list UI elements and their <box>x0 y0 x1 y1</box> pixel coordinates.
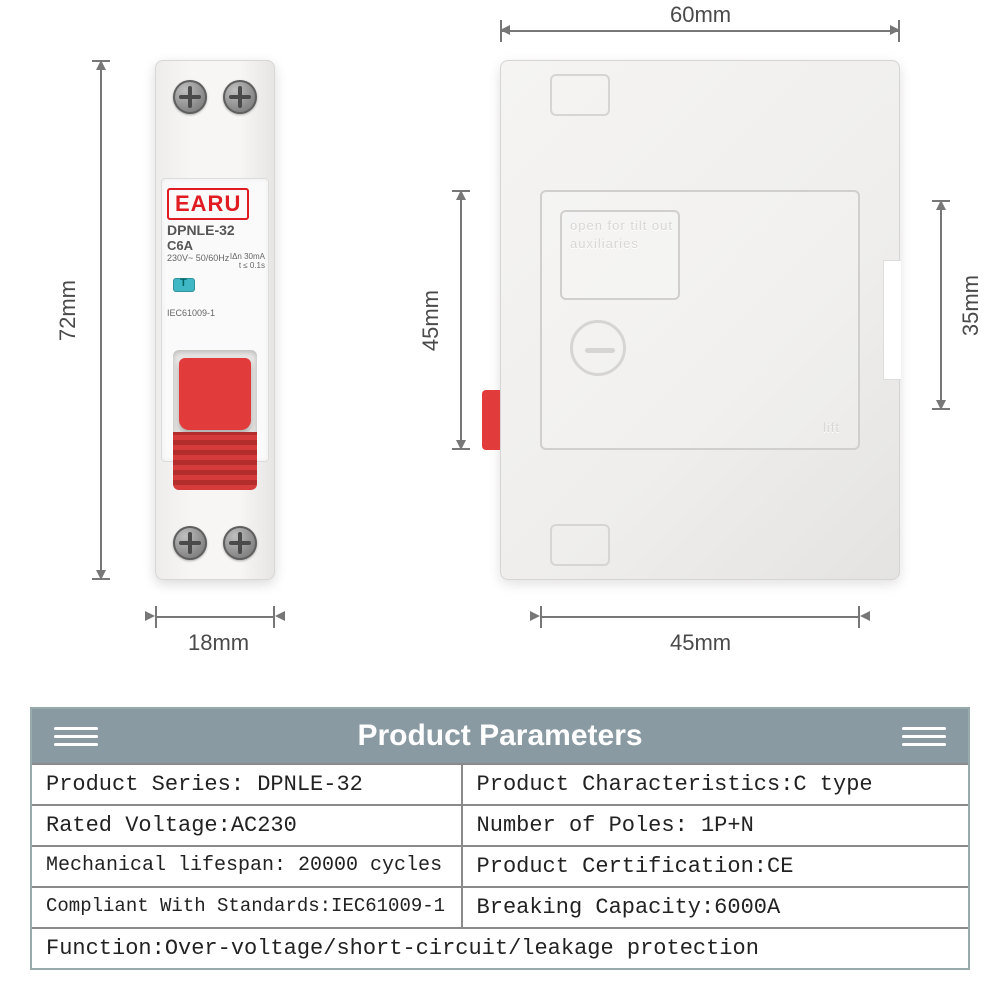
dim-side-left: 45mm <box>418 290 444 351</box>
param-cell: Number of Poles: 1P+N <box>463 806 968 845</box>
table-row: Product Series: DPNLE-32 Product Charact… <box>32 763 968 804</box>
dim-front-height: 72mm <box>55 280 81 341</box>
test-button-label: T <box>180 277 187 289</box>
dim-side-top: 60mm <box>670 2 731 28</box>
emboss-text: open for tilt out <box>570 218 673 233</box>
dim-front-width: 18mm <box>188 630 249 656</box>
dim-tick <box>540 606 542 628</box>
switch-well <box>173 350 257 490</box>
arrow-icon <box>275 611 285 621</box>
param-cell: Product Characteristics:C type <box>463 765 968 804</box>
dim-line <box>500 30 900 32</box>
terminal-outline <box>550 74 610 116</box>
voltage-label: 230V~ 50/60Hz <box>167 253 229 263</box>
dim-tick <box>155 606 157 628</box>
params-title: Product Parameters <box>357 719 642 753</box>
param-cell: Breaking Capacity:6000A <box>463 888 968 927</box>
dim-side-bottom: 45mm <box>670 630 731 656</box>
param-cell: Mechanical lifespan: 20000 cycles <box>32 847 463 886</box>
table-row: Function:Over-voltage/short-circuit/leak… <box>32 927 968 968</box>
params-header: Product Parameters <box>32 709 968 763</box>
hamburger-icon <box>902 722 946 751</box>
screw-icon <box>173 526 207 560</box>
switch-tab <box>482 390 500 450</box>
rating-label: C6A <box>167 238 193 253</box>
dim-line <box>940 200 942 410</box>
switch-ridges <box>173 432 257 490</box>
arrow-icon <box>96 570 106 580</box>
trip-spec: t ≤ 0.1s <box>230 262 265 271</box>
dial-emboss-icon <box>570 320 626 376</box>
screw-icon <box>223 526 257 560</box>
arrow-icon <box>96 60 106 70</box>
arrow-icon <box>530 611 540 621</box>
screw-icon <box>223 80 257 114</box>
arrow-icon <box>456 190 466 200</box>
arrow-icon <box>456 440 466 450</box>
dim-side-right: 35mm <box>958 275 984 336</box>
breaker-front-view: EARU DPNLE-32 C6A 230V~ 50/60Hz IΔn 30mA… <box>155 60 275 580</box>
spec-block: IΔn 30mA t ≤ 0.1s <box>230 253 265 271</box>
breaker-side-view: open for tilt out auxiliaries lift <box>500 60 900 580</box>
din-rail-notch <box>883 260 901 380</box>
arrow-icon <box>860 611 870 621</box>
arrow-icon <box>500 25 510 35</box>
table-row: Rated Voltage:AC230 Number of Poles: 1P+… <box>32 804 968 845</box>
switch-lever <box>179 358 251 430</box>
arrow-icon <box>890 25 900 35</box>
emboss-text: auxiliaries <box>570 236 639 251</box>
param-cell: Product Certification:CE <box>463 847 968 886</box>
param-cell: Compliant With Standards:IEC61009-1 <box>32 888 463 927</box>
table-row: Mechanical lifespan: 20000 cycles Produc… <box>32 845 968 886</box>
iec-label: IEC61009-1 <box>167 308 215 318</box>
table-row: Compliant With Standards:IEC61009-1 Brea… <box>32 886 968 927</box>
dim-line <box>155 616 275 618</box>
brand-label: EARU <box>167 188 249 220</box>
param-cell: Rated Voltage:AC230 <box>32 806 463 845</box>
test-button: T <box>173 278 195 292</box>
terminal-outline <box>550 524 610 566</box>
model-label: DPNLE-32 <box>167 222 235 238</box>
param-cell: Function:Over-voltage/short-circuit/leak… <box>32 929 968 968</box>
dim-line <box>460 190 462 450</box>
dim-line <box>100 60 102 580</box>
screw-icon <box>173 80 207 114</box>
arrow-icon <box>936 400 946 410</box>
params-table: Product Parameters Product Series: DPNLE… <box>30 707 970 970</box>
arrow-icon <box>936 200 946 210</box>
param-cell: Product Series: DPNLE-32 <box>32 765 463 804</box>
arrow-icon <box>145 611 155 621</box>
emboss-text: lift <box>823 420 840 435</box>
hamburger-icon <box>54 722 98 751</box>
dim-line <box>540 616 860 618</box>
